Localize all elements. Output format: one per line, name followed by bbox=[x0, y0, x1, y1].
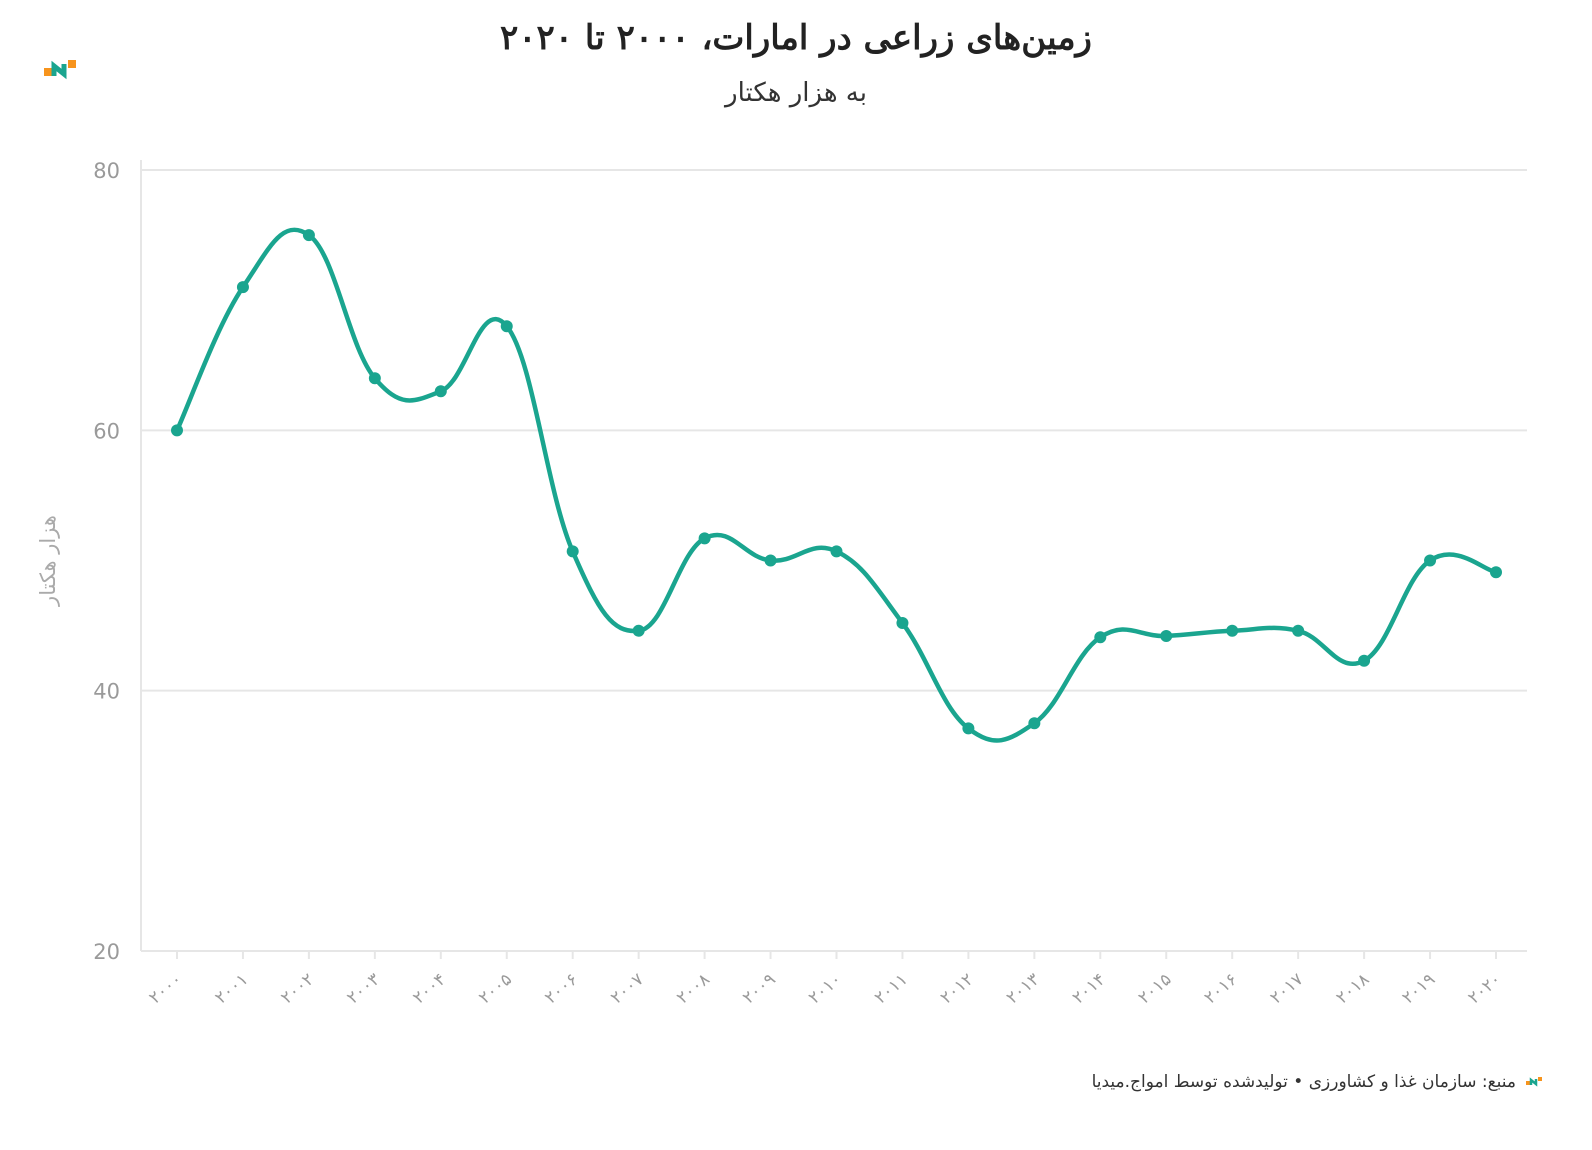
x-tick-label: ۲۰۱۵ bbox=[1135, 970, 1176, 1009]
data-point bbox=[764, 554, 777, 567]
x-tick-label: ۲۰۲۰ bbox=[1464, 970, 1505, 1009]
brand-logo bbox=[44, 60, 76, 80]
data-point bbox=[698, 532, 711, 545]
x-tick-label: ۲۰۱۱ bbox=[871, 970, 912, 1009]
chart-title: زمین‌های زراعی در امارات، ۲۰۰۰ تا ۲۰۲۰ bbox=[500, 18, 1092, 58]
data-point bbox=[1028, 717, 1041, 730]
data-point bbox=[236, 281, 249, 294]
x-tick-label: ۲۰۰۱ bbox=[211, 970, 252, 1009]
data-point bbox=[434, 385, 447, 398]
y-tick-label: 80 bbox=[93, 159, 120, 183]
x-tick-label: ۲۰۰۹ bbox=[739, 970, 780, 1009]
x-tick-label: ۲۰۱۲ bbox=[937, 970, 978, 1009]
data-point bbox=[1490, 566, 1502, 579]
x-tick-label: ۲۰۱۸ bbox=[1332, 970, 1373, 1009]
data-point bbox=[1094, 631, 1107, 644]
x-tick-label: ۲۰۱۰ bbox=[805, 970, 846, 1009]
source-note: منبع: سازمان غذا و کشاورزی • تولیدشده تو… bbox=[1091, 1072, 1516, 1092]
data-point bbox=[1358, 654, 1371, 667]
x-tick-label: ۲۰۰۵ bbox=[475, 970, 516, 1009]
chart-subtitle: به هزار هکتار bbox=[725, 78, 867, 108]
data-point bbox=[632, 624, 645, 637]
data-point bbox=[368, 372, 381, 385]
x-tick-label: ۲۰۰۴ bbox=[409, 970, 450, 1009]
x-tick-label: ۲۰۰۳ bbox=[343, 970, 384, 1009]
data-point bbox=[1424, 554, 1437, 567]
data-point bbox=[1292, 624, 1305, 637]
data-point bbox=[302, 229, 315, 242]
data-point bbox=[500, 320, 513, 333]
x-tick-label: ۲۰۱۴ bbox=[1069, 970, 1110, 1009]
x-tick-label: ۲۰۱۹ bbox=[1398, 970, 1439, 1009]
data-point bbox=[171, 424, 183, 437]
y-tick-label: 40 bbox=[93, 680, 120, 704]
data-point bbox=[1160, 629, 1173, 642]
x-tick-label: ۲۰۰۷ bbox=[607, 970, 648, 1009]
x-tick-label: ۲۰۱۳ bbox=[1003, 970, 1044, 1009]
data-point bbox=[962, 722, 975, 735]
x-tick-label: ۲۰۰۰ bbox=[145, 970, 186, 1009]
y-axis-title: هزار هکتار bbox=[36, 515, 60, 607]
x-tick-label: ۲۰۰۶ bbox=[541, 970, 582, 1009]
x-tick-label: ۲۰۱۶ bbox=[1201, 970, 1242, 1009]
x-tick-label: ۲۰۰۲ bbox=[277, 970, 318, 1009]
x-tick-label: ۲۰۱۷ bbox=[1267, 970, 1308, 1009]
series-line bbox=[174, 227, 1499, 743]
footer-logo-icon bbox=[1526, 1077, 1542, 1087]
x-tick-label: ۲۰۰۸ bbox=[673, 970, 714, 1009]
y-tick-label: 20 bbox=[93, 940, 120, 964]
data-point bbox=[830, 545, 843, 558]
data-point bbox=[896, 616, 909, 629]
y-tick-label: 60 bbox=[93, 419, 120, 443]
data-point bbox=[566, 545, 579, 558]
data-point bbox=[1226, 624, 1239, 637]
